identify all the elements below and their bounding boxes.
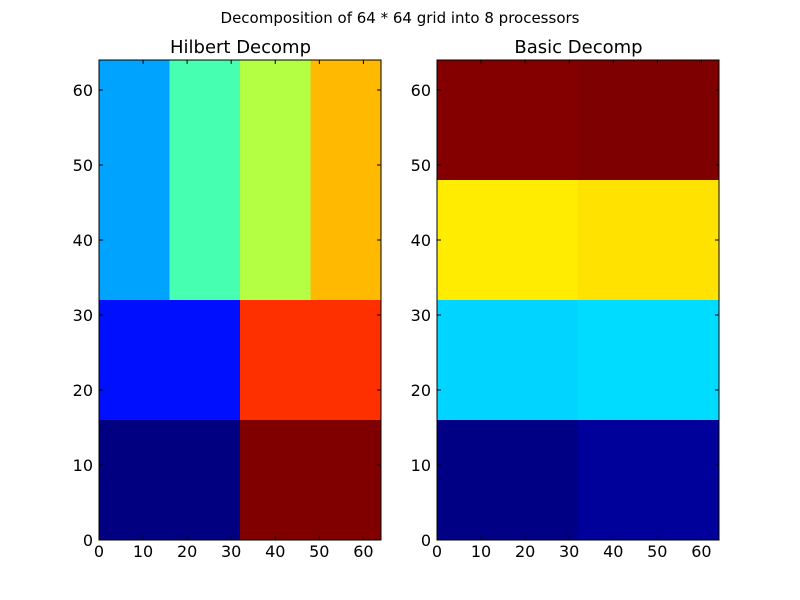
hilbert-ytick-label-3: 30 xyxy=(73,306,93,325)
hilbert-xtick-label-3: 30 xyxy=(221,542,241,561)
basic-region-2 xyxy=(437,300,578,420)
basic-xtick-label-0: 0 xyxy=(432,542,442,561)
hilbert-plot-regions xyxy=(99,60,381,540)
basic-ytick-label-3: 30 xyxy=(411,306,431,325)
basic-xtick-label-1: 10 xyxy=(471,542,491,561)
hilbert-plot-ticks: 0 10 20 30 40 50 60 0 10 20 30 40 50 60 xyxy=(73,60,381,561)
hilbert-xtick-label-1: 10 xyxy=(133,542,153,561)
basic-xtick-label-5: 50 xyxy=(647,542,667,561)
hilbert-region-2 xyxy=(99,300,240,420)
basic-region-3 xyxy=(578,300,719,420)
hilbert-xtick-label-5: 50 xyxy=(309,542,329,561)
hilbert-ytick-label-0: 0 xyxy=(83,531,93,550)
basic-ytick-label-4: 40 xyxy=(411,231,431,250)
hilbert-ytick-label-2: 20 xyxy=(73,381,93,400)
basic-region-5 xyxy=(578,180,719,300)
basic-plot-title: Basic Decomp xyxy=(514,37,642,58)
basic-region-4 xyxy=(437,180,578,300)
basic-region-6 xyxy=(437,60,578,180)
basic-ytick-label-5: 50 xyxy=(411,156,431,175)
basic-ytick-label-6: 60 xyxy=(411,81,431,100)
basic-plot: Basic Decomp 0 10 20 30 40 50 60 0 10 20 30 40 50 60 xyxy=(411,37,720,561)
hilbert-xtick-label-2: 20 xyxy=(177,542,197,561)
basic-plot-regions xyxy=(437,60,719,540)
basic-xtick-label-4: 40 xyxy=(603,542,623,561)
hilbert-region-3 xyxy=(240,300,381,420)
basic-xtick-label-6: 60 xyxy=(691,542,711,561)
hilbert-xtick-label-0: 0 xyxy=(94,542,104,561)
hilbert-plot: Hilbert Decomp 0 10 20 30 40 50 60 0 10 20 30 40 50 6… xyxy=(73,37,382,561)
figure-suptitle: Decomposition of 64 * 64 grid into 8 pro… xyxy=(221,9,580,27)
basic-ytick-label-0: 0 xyxy=(421,531,431,550)
hilbert-region-6 xyxy=(240,60,311,300)
hilbert-ytick-label-4: 40 xyxy=(73,231,93,250)
hilbert-ytick-label-6: 60 xyxy=(73,81,93,100)
hilbert-region-4 xyxy=(99,60,170,300)
hilbert-xtick-label-6: 60 xyxy=(353,542,373,561)
basic-ytick-label-1: 10 xyxy=(411,456,431,475)
hilbert-plot-frame xyxy=(98,59,382,541)
basic-region-1 xyxy=(578,420,719,540)
hilbert-xtick-label-4: 40 xyxy=(265,542,285,561)
hilbert-region-1 xyxy=(240,420,381,540)
basic-ytick-label-2: 20 xyxy=(411,381,431,400)
hilbert-region-7 xyxy=(310,60,381,300)
basic-xtick-label-2: 20 xyxy=(515,542,535,561)
basic-region-7 xyxy=(578,60,719,180)
basic-plot-ticks: 0 10 20 30 40 50 60 0 10 20 30 40 50 60 xyxy=(411,60,719,561)
hilbert-ytick-label-1: 10 xyxy=(73,456,93,475)
basic-region-0 xyxy=(437,420,578,540)
hilbert-region-5 xyxy=(169,60,240,300)
hilbert-region-0 xyxy=(99,420,240,540)
basic-plot-frame xyxy=(436,59,720,541)
basic-xtick-label-3: 30 xyxy=(559,542,579,561)
hilbert-ytick-label-5: 50 xyxy=(73,156,93,175)
hilbert-plot-title: Hilbert Decomp xyxy=(170,37,311,58)
